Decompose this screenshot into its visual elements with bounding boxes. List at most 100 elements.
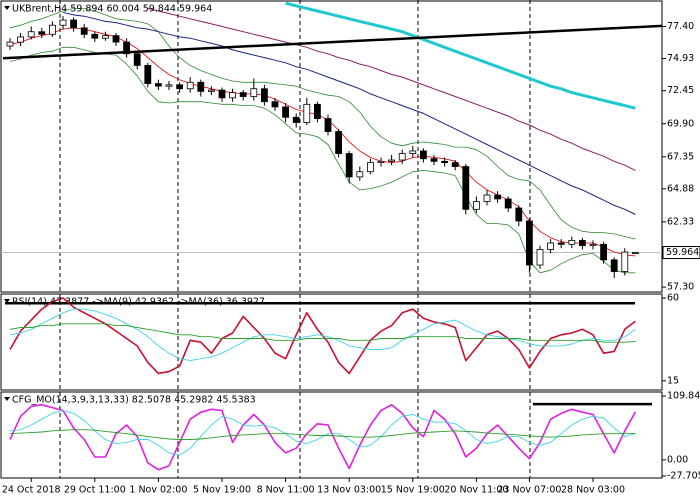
y-tick-label: 15 xyxy=(667,375,679,386)
candle-body xyxy=(80,27,88,35)
x-tick-label: 8 Nov 11:00 xyxy=(257,485,315,496)
y-tick-label: 57.30 xyxy=(667,282,694,293)
y-tick-label: 74.93 xyxy=(667,53,694,64)
title-icon xyxy=(4,299,10,303)
candle-body xyxy=(632,252,639,254)
candle-body xyxy=(472,201,480,210)
candle-body xyxy=(621,251,629,272)
candle-body xyxy=(102,35,109,39)
candle-body xyxy=(271,101,279,108)
candle-body xyxy=(186,81,194,90)
candle-body xyxy=(218,89,226,99)
y-tick-label: 64.88 xyxy=(667,183,694,194)
title-icon xyxy=(4,397,10,401)
candle-body xyxy=(292,116,300,123)
candle-body xyxy=(335,131,343,154)
candle-body xyxy=(144,65,152,84)
candle-body xyxy=(91,33,99,39)
candle-body xyxy=(59,19,67,26)
x-tick-label: 1 Nov 02:00 xyxy=(129,485,187,496)
y-tick-label: 109.8439 xyxy=(667,391,700,402)
y-tick-label: 60 xyxy=(667,293,679,304)
candle-body xyxy=(610,259,618,272)
x-tick-label: 15 Nov 19:00 xyxy=(381,485,445,496)
candle-body xyxy=(229,92,237,99)
candle-body xyxy=(49,24,56,35)
candle-body xyxy=(462,166,470,210)
candle-body xyxy=(176,84,184,90)
candle-body xyxy=(483,194,491,202)
candle-body xyxy=(568,240,576,245)
title-icon xyxy=(4,6,10,10)
candle-body xyxy=(6,41,14,47)
candle-body xyxy=(366,162,374,173)
candle-body xyxy=(112,35,120,43)
candle-body xyxy=(356,171,364,178)
panel-title: UKBrent,H4 59.894 60.004 59.844 59.964 xyxy=(12,4,212,15)
x-tick-label: 24 Oct 2018 xyxy=(2,485,61,496)
candle-body xyxy=(398,153,406,161)
indicator-line xyxy=(147,7,636,171)
indicator-line xyxy=(9,308,636,362)
candle-body xyxy=(17,36,25,43)
candle-body xyxy=(504,198,512,209)
candle-body xyxy=(345,153,353,178)
candle-body xyxy=(388,159,396,162)
y-tick-label: 62.33 xyxy=(667,216,694,227)
candle-body xyxy=(260,88,268,103)
candle-body xyxy=(419,150,427,160)
candle-body xyxy=(282,106,290,118)
indicator-line xyxy=(9,323,636,343)
candle-body xyxy=(197,81,205,92)
x-tick-label: 5 Nov 19:00 xyxy=(193,485,251,496)
candle-body xyxy=(409,150,417,154)
price-label-box xyxy=(662,246,700,260)
candle-body xyxy=(207,89,215,92)
indicator-line xyxy=(9,429,636,440)
candle-body xyxy=(27,31,35,38)
candle-body xyxy=(239,92,247,97)
indicator-line xyxy=(9,410,636,456)
x-tick-label: 28 Nov 03:00 xyxy=(561,485,625,496)
panel-frame xyxy=(0,0,663,293)
candle-body xyxy=(579,240,586,246)
indicator-line xyxy=(9,403,637,471)
candle-body xyxy=(38,31,46,35)
candle-body xyxy=(154,83,162,87)
candle-body xyxy=(165,84,173,87)
candle-body xyxy=(589,243,597,246)
y-tick-label: 67.35 xyxy=(667,151,694,162)
y-tick-label: -27.7055 xyxy=(667,470,700,481)
panel-title: RSI(14) 47.3877 ->MA(9) 42.9362 ->MA(36)… xyxy=(12,297,265,308)
panel-title: CFG_MO(14,3,9,3,13,33) 82.5078 45.2982 4… xyxy=(12,395,256,406)
x-tick-label: 29 Oct 11:00 xyxy=(64,485,126,496)
candle-body xyxy=(123,41,130,55)
candle-body xyxy=(324,118,332,132)
y-tick-label: 72.45 xyxy=(667,85,694,96)
y-tick-label: 77.40 xyxy=(667,21,694,32)
price-label: 59.964 xyxy=(666,247,699,258)
x-tick-label: 20 Nov 11:00 xyxy=(444,485,508,496)
candle-body xyxy=(377,160,385,164)
candle-body xyxy=(430,158,438,162)
indicator-line xyxy=(285,1,636,110)
candle-body xyxy=(600,243,607,261)
y-tick-label: 0.00 xyxy=(667,454,688,465)
candle-body xyxy=(250,88,258,97)
candle-body xyxy=(557,242,565,245)
candle-body xyxy=(547,242,554,250)
candle-body xyxy=(441,160,449,164)
candle-body xyxy=(526,220,533,266)
x-tick-label: 13 Nov 03:00 xyxy=(317,485,381,496)
trendline xyxy=(2,24,663,60)
indicator-line xyxy=(9,8,636,240)
y-tick-label: 69.90 xyxy=(667,118,694,129)
candle-body xyxy=(133,53,141,66)
candle-body xyxy=(515,207,523,222)
candle-body xyxy=(494,194,502,200)
x-tick-label: 23 Nov 07:00 xyxy=(497,485,561,496)
candle-body xyxy=(70,19,77,29)
candle-body xyxy=(303,103,311,123)
